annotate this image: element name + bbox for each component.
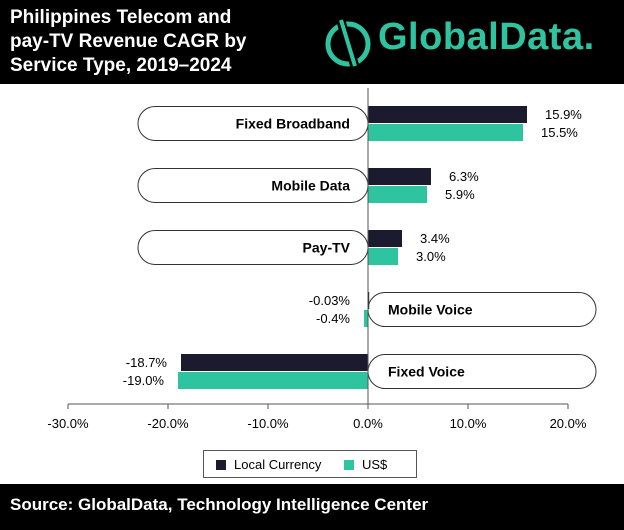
bar-fixed-broadband-us (368, 124, 523, 141)
x-tick-label: 10.0% (450, 416, 487, 431)
data-label-fixed-broadband-us: 15.5% (541, 125, 578, 140)
title-line-2: pay-TV Revenue CAGR by (10, 31, 247, 52)
x-tick-label: -10.0% (247, 416, 289, 431)
data-label-fixed-broadband-local-currency: 15.9% (545, 107, 582, 122)
data-label-pay-tv-us: 3.0% (416, 249, 446, 264)
legend-swatch-local-currency (216, 459, 226, 470)
category-label-pay-tv: Pay-TV (303, 240, 351, 256)
data-label-pay-tv-local-currency: 3.4% (420, 231, 450, 246)
logo-wordmark: GlobalData. (378, 16, 595, 58)
legend-swatch-usd (344, 459, 354, 470)
bar-chart: Fixed Broadband 15.9% 15.5% Mobile Data 6.3%… (47, 88, 597, 431)
legend-item-local-currency: Local Currency (216, 457, 321, 472)
data-label-mobile-data-us: 5.9% (445, 187, 475, 202)
data-label-mobile-voice-local-currency: -0.03% (309, 293, 351, 308)
globaldata-logo-icon (325, 16, 371, 70)
x-tick-label: -20.0% (147, 416, 189, 431)
legend: Local Currency US$ (203, 450, 417, 478)
bar-fixed-broadband-local-currency (368, 106, 527, 123)
chart-title: Philippines Telecom and pay-TV Revenue C… (10, 6, 310, 78)
footer-bar: Source: GlobalData, Technology Intellige… (0, 484, 624, 530)
category-label-fixed-broadband: Fixed Broadband (236, 116, 350, 132)
bar-fixed-voice-local-currency (181, 354, 368, 371)
data-label-mobile-data-local-currency: 6.3% (449, 169, 479, 184)
bar-pay-tv-local-currency (368, 230, 402, 247)
x-tick-label: -30.0% (47, 416, 89, 431)
legend-item-usd: US$ (344, 457, 387, 472)
data-label-fixed-voice-us: -19.0% (123, 373, 165, 388)
category-label-mobile-voice: Mobile Voice (388, 302, 473, 318)
legend-label-usd: US$ (362, 457, 388, 472)
globaldata-logo: GlobalData. (320, 12, 620, 74)
bar-mobile-voice-us (364, 310, 368, 327)
category-label-fixed-voice: Fixed Voice (388, 364, 465, 380)
data-label-fixed-voice-local-currency: -18.7% (126, 355, 168, 370)
x-tick-label: 0.0% (353, 416, 383, 431)
source-note: Source: GlobalData, Technology Intellige… (10, 495, 429, 514)
data-label-mobile-voice-us: -0.4% (316, 311, 350, 326)
x-tick-label: 20.0% (550, 416, 587, 431)
title-line-1: Philippines Telecom and (10, 7, 232, 28)
title-line-3: Service Type, 2019–2024 (10, 55, 232, 76)
bar-mobile-data-us (368, 186, 427, 203)
header-bar: Philippines Telecom and pay-TV Revenue C… (0, 0, 624, 84)
bar-pay-tv-us (368, 248, 398, 265)
bar-mobile-data-local-currency (368, 168, 431, 185)
legend-label-local-currency: Local Currency (234, 457, 322, 472)
bar-fixed-voice-us (178, 372, 368, 389)
category-label-mobile-data: Mobile Data (271, 178, 350, 194)
